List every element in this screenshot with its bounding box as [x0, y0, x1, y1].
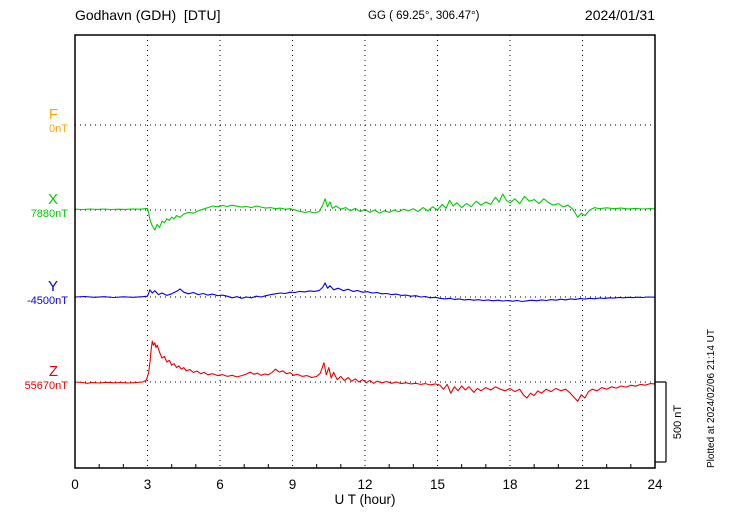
- component-baseline-value-F: 0nT: [49, 123, 68, 135]
- scale-bar: 500 nT: [655, 381, 684, 463]
- plot-border: [74, 34, 656, 469]
- component-label-X: X 7880nT: [4, 192, 68, 220]
- trace-Y: [74, 282, 656, 303]
- trace-X: [74, 193, 656, 231]
- trace-Z: [74, 340, 656, 402]
- x-tick-label-18: 18: [502, 477, 517, 492]
- component-label-F: F 0nT: [4, 107, 68, 135]
- component-baseline-value-Z: 55670nT: [24, 380, 68, 392]
- x-tick-label-3: 3: [144, 477, 152, 492]
- plot-date: 2024/01/31: [584, 7, 655, 23]
- component-label-Y: Y -4500nT: [4, 279, 68, 307]
- component-label-Z: Z 55670nT: [4, 364, 68, 392]
- station-title: Godhavn (GDH) [DTU]: [75, 7, 221, 23]
- scale-bar-label: 500 nT: [672, 405, 684, 440]
- x-tick-label-24: 24: [647, 477, 663, 492]
- x-tick-label-6: 6: [216, 477, 224, 492]
- x-tick-label-0: 0: [71, 477, 79, 492]
- x-tick-label-9: 9: [289, 477, 297, 492]
- x-tick-label-12: 12: [357, 477, 372, 492]
- component-letter-Y: Y: [47, 278, 58, 295]
- series-lines: [74, 193, 656, 402]
- component-baseline-value-Y: -4500nT: [27, 295, 68, 307]
- x-tick-label-21: 21: [575, 477, 590, 492]
- gridlines: [147, 35, 583, 468]
- component-letter-Z: Z: [48, 363, 58, 380]
- x-axis-label: U T (hour): [334, 492, 395, 507]
- plotted-timestamp-note: Plotted at 2024/02/06 21:14 UT: [706, 329, 717, 468]
- geographic-coordinates: GG ( 69.25°, 306.47°): [368, 10, 480, 22]
- component-letter-F: F: [48, 106, 58, 123]
- x-tick-label-15: 15: [430, 477, 445, 492]
- component-baseline-value-X: 7880nT: [30, 208, 68, 220]
- baselines: [75, 124, 655, 383]
- x-tick-labels: 0 3 6 9 12 15 18 21 24: [71, 477, 663, 492]
- component-letter-X: X: [47, 191, 58, 208]
